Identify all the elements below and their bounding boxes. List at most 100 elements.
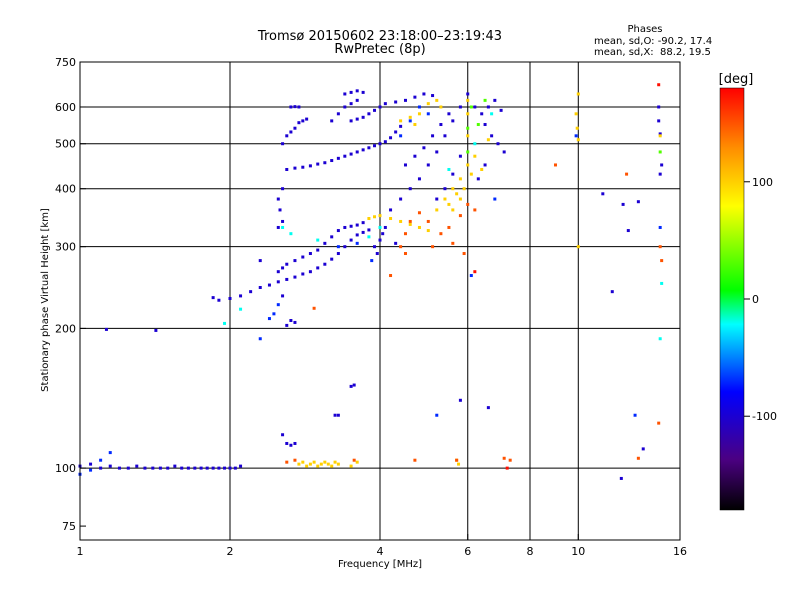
data-point — [576, 245, 580, 249]
x-tick-label: 8 — [527, 545, 534, 558]
data-point — [355, 150, 359, 154]
data-point — [228, 466, 232, 470]
data-point — [490, 134, 494, 138]
data-point — [399, 119, 403, 123]
chart-title: Tromsø 20150602 23:18:00–23:19:43 — [257, 29, 502, 44]
data-point — [486, 105, 490, 109]
data-point — [301, 255, 305, 259]
y-tick-label: 400 — [55, 183, 76, 196]
data-point — [373, 144, 377, 148]
data-point — [394, 100, 398, 104]
data-point — [293, 166, 297, 170]
y-tick-label: 750 — [55, 56, 76, 69]
data-point — [399, 245, 403, 249]
data-point — [457, 462, 461, 466]
data-point — [355, 241, 359, 245]
data-point — [496, 142, 500, 146]
x-tick-label: 1 — [77, 545, 84, 558]
data-point — [403, 98, 407, 102]
data-point — [330, 159, 334, 163]
data-point — [330, 235, 334, 239]
x-axis-ticks: 1 2 4 6 8 10 16 — [77, 534, 687, 558]
data-point — [389, 136, 393, 140]
x-tick-label: 16 — [673, 545, 687, 558]
data-point — [336, 252, 340, 256]
data-point — [417, 177, 421, 181]
data-point — [443, 134, 447, 138]
data-point — [431, 94, 435, 98]
y-tick-label: 75 — [62, 520, 76, 533]
data-point — [352, 458, 356, 462]
data-point — [417, 211, 421, 215]
data-point — [473, 105, 477, 109]
data-point — [143, 466, 147, 470]
data-point — [293, 275, 297, 279]
data-point — [285, 441, 289, 445]
data-point — [469, 274, 473, 278]
data-point — [276, 303, 280, 307]
data-point — [108, 451, 112, 455]
data-point — [297, 121, 301, 125]
data-point — [473, 154, 477, 158]
data-point — [458, 398, 462, 402]
data-point — [276, 270, 280, 274]
data-point — [316, 238, 320, 242]
data-point — [378, 214, 382, 218]
data-point — [293, 458, 297, 462]
data-point — [323, 262, 327, 266]
data-point — [301, 272, 305, 276]
data-point — [502, 150, 506, 154]
data-point — [473, 208, 477, 212]
data-point — [426, 112, 430, 116]
data-point — [308, 462, 312, 466]
data-point — [336, 229, 340, 233]
data-point — [462, 252, 466, 256]
data-point — [361, 115, 365, 119]
data-point — [466, 202, 470, 206]
data-point — [636, 456, 640, 460]
data-point — [641, 447, 645, 451]
data-point — [126, 466, 130, 470]
data-point — [431, 134, 435, 138]
data-point — [278, 208, 282, 212]
data-point — [451, 241, 455, 245]
data-point — [289, 318, 293, 322]
data-point — [217, 298, 221, 302]
data-point — [486, 406, 490, 410]
data-point — [305, 117, 309, 121]
data-point — [349, 152, 353, 156]
data-point — [285, 134, 289, 138]
data-point — [355, 223, 359, 227]
y-tick-label: 100 — [55, 462, 76, 475]
data-point — [349, 90, 353, 94]
data-point — [343, 105, 347, 109]
data-point — [462, 187, 466, 191]
data-point — [660, 259, 664, 263]
data-point — [435, 197, 439, 201]
data-point — [89, 468, 93, 472]
data-point — [355, 460, 359, 464]
data-point — [426, 163, 430, 167]
grid-lines — [80, 62, 680, 540]
data-point — [373, 245, 377, 249]
data-point — [610, 290, 614, 294]
data-point — [349, 384, 353, 388]
data-point — [316, 248, 320, 252]
data-point — [658, 245, 662, 249]
data-point — [439, 123, 443, 127]
data-point — [281, 225, 285, 229]
data-point — [458, 214, 462, 218]
data-point — [443, 187, 447, 191]
data-point — [473, 270, 477, 274]
data-point — [199, 466, 203, 470]
data-point — [394, 130, 398, 134]
data-point — [378, 238, 382, 242]
data-point — [333, 460, 337, 464]
data-point — [435, 98, 439, 102]
data-point — [312, 460, 316, 464]
data-point — [301, 460, 305, 464]
data-point — [301, 119, 305, 123]
data-point — [621, 202, 625, 206]
x-tick-label: 6 — [464, 545, 471, 558]
data-point — [389, 274, 393, 278]
